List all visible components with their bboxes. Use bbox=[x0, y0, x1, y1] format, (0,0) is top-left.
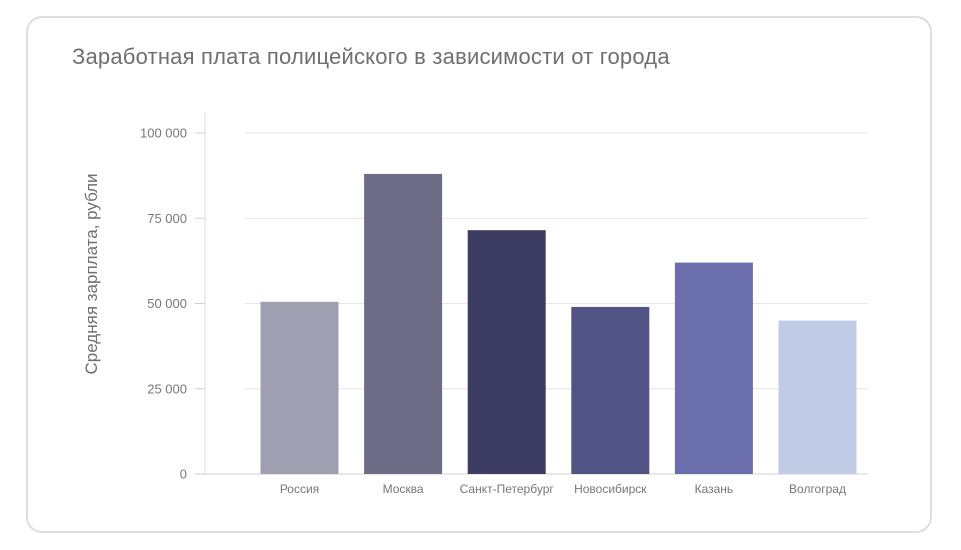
y-tick-label: 25 000 bbox=[147, 381, 187, 396]
bar[interactable] bbox=[571, 306, 650, 474]
y-tick-label: 50 000 bbox=[147, 296, 187, 311]
bar[interactable] bbox=[260, 301, 339, 474]
x-tick-label: Новосибирск bbox=[574, 482, 647, 496]
bar[interactable] bbox=[364, 173, 443, 475]
y-tick-label: 0 bbox=[180, 467, 187, 482]
y-tick-label: 100 000 bbox=[140, 126, 187, 141]
x-tick-label: Россия bbox=[280, 482, 319, 496]
x-tick-label: Москва bbox=[383, 482, 424, 496]
x-tick-label: Волгоград bbox=[789, 482, 846, 496]
x-tick-label: Казань bbox=[695, 482, 734, 496]
y-tick-labels: 0 25 000 50 000 75 000 100 000 bbox=[140, 126, 187, 482]
x-tick-labels: Россия Москва Санкт-Петербург Новосибирск Ка… bbox=[280, 482, 846, 496]
x-tick-label: Санкт-Петербург bbox=[460, 482, 555, 496]
chart-title: Заработная плата полицейского в зависимо… bbox=[72, 44, 670, 69]
y-tick-label: 75 000 bbox=[147, 211, 187, 226]
bars bbox=[260, 173, 857, 475]
bar[interactable] bbox=[778, 320, 857, 474]
bar[interactable] bbox=[467, 230, 546, 474]
bar[interactable] bbox=[674, 262, 753, 474]
